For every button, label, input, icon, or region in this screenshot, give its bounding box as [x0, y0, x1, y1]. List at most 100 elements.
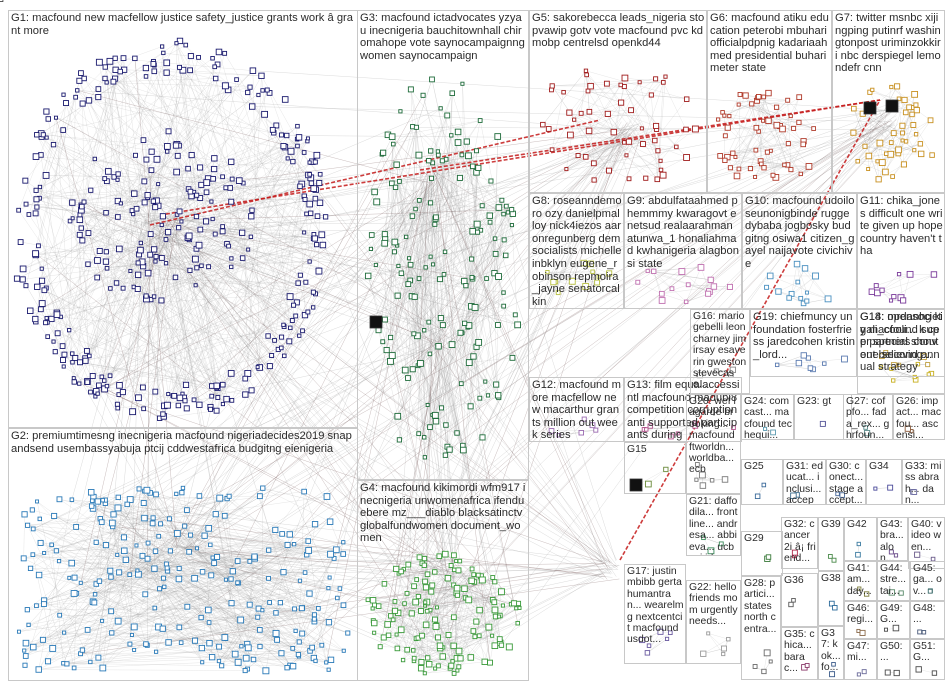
graph-node[interactable] — [644, 427, 649, 432]
graph-node[interactable] — [421, 562, 427, 568]
graph-node[interactable] — [118, 201, 123, 206]
graph-node[interactable] — [183, 405, 190, 412]
graph-node[interactable] — [795, 279, 801, 285]
graph-node[interactable] — [509, 354, 516, 361]
graph-node[interactable] — [485, 623, 493, 631]
graph-node[interactable] — [85, 261, 91, 267]
graph-node[interactable] — [868, 288, 876, 295]
graph-node[interactable] — [388, 352, 396, 360]
graph-node[interactable] — [304, 211, 309, 217]
graph-node[interactable] — [293, 313, 299, 319]
graph-node[interactable] — [153, 259, 158, 264]
graph-node[interactable] — [470, 628, 477, 634]
graph-node[interactable] — [470, 163, 476, 170]
graph-node[interactable] — [661, 80, 666, 85]
graph-node[interactable] — [40, 132, 46, 138]
graph-node[interactable] — [124, 501, 130, 508]
graph-node[interactable] — [22, 639, 30, 647]
graph-node[interactable] — [431, 411, 439, 419]
graph-node[interactable] — [584, 72, 589, 78]
graph-node[interactable] — [166, 392, 171, 397]
graph-node[interactable] — [184, 507, 190, 513]
graph-node[interactable] — [313, 151, 321, 159]
graph-node[interactable] — [255, 614, 261, 620]
graph-node[interactable] — [373, 262, 378, 267]
graph-node[interactable] — [404, 646, 410, 653]
graph-node[interactable] — [428, 148, 434, 154]
graph-node-highlighted[interactable] — [629, 478, 643, 492]
graph-node[interactable] — [653, 122, 660, 129]
graph-node[interactable] — [26, 622, 31, 628]
graph-node[interactable] — [763, 649, 771, 657]
graph-node[interactable] — [30, 643, 37, 651]
graph-node[interactable] — [459, 152, 465, 158]
graph-node[interactable] — [119, 389, 126, 396]
graph-node[interactable] — [659, 171, 667, 179]
graph-node[interactable] — [173, 530, 181, 537]
graph-node[interactable] — [391, 249, 397, 255]
graph-node[interactable] — [229, 176, 235, 182]
graph-node[interactable] — [581, 416, 587, 422]
graph-node[interactable] — [722, 133, 728, 139]
graph-node[interactable] — [295, 280, 301, 286]
graph-node[interactable] — [618, 82, 623, 88]
graph-node[interactable] — [315, 606, 321, 611]
graph-node[interactable] — [248, 387, 255, 394]
graph-node[interactable] — [203, 179, 211, 187]
graph-node[interactable] — [747, 166, 753, 172]
graph-node[interactable] — [173, 168, 180, 176]
graph-node[interactable] — [455, 567, 462, 574]
graph-node[interactable] — [50, 142, 57, 148]
graph-node[interactable] — [163, 261, 169, 266]
graph-node[interactable] — [295, 134, 303, 141]
graph-node[interactable] — [873, 283, 879, 289]
graph-node[interactable] — [100, 497, 105, 503]
graph-node[interactable] — [373, 198, 381, 206]
graph-node[interactable] — [805, 163, 813, 170]
graph-node[interactable] — [407, 261, 414, 268]
graph-node[interactable] — [114, 504, 122, 512]
graph-node[interactable] — [184, 603, 191, 610]
graph-node[interactable] — [160, 44, 165, 49]
graph-node[interactable] — [754, 493, 761, 500]
graph-node[interactable] — [64, 661, 70, 667]
graph-node[interactable] — [135, 394, 142, 402]
graph-node[interactable] — [895, 146, 902, 154]
graph-node[interactable] — [307, 172, 312, 177]
graph-node[interactable] — [765, 89, 772, 97]
graph-node[interactable] — [180, 485, 186, 491]
graph-node[interactable] — [583, 68, 589, 73]
graph-node[interactable] — [39, 636, 46, 643]
graph-node[interactable] — [102, 75, 108, 82]
graph-node[interactable] — [811, 126, 816, 131]
graph-node[interactable] — [209, 199, 214, 204]
graph-node[interactable] — [195, 546, 199, 551]
graph-node[interactable] — [736, 166, 742, 172]
graph-node[interactable] — [165, 229, 172, 236]
graph-node[interactable] — [439, 653, 446, 660]
graph-node[interactable] — [426, 158, 432, 164]
graph-node[interactable] — [208, 654, 216, 661]
graph-node[interactable] — [369, 597, 377, 604]
graph-node[interactable] — [266, 575, 271, 581]
graph-node[interactable] — [697, 264, 705, 271]
graph-node[interactable] — [44, 316, 49, 321]
graph-node[interactable] — [242, 654, 250, 662]
graph-node[interactable] — [683, 154, 690, 161]
graph-node[interactable] — [221, 634, 229, 641]
graph-node[interactable] — [111, 174, 117, 180]
graph-node[interactable] — [345, 630, 351, 636]
graph-node[interactable] — [444, 112, 451, 119]
graph-node[interactable] — [499, 197, 505, 203]
graph-node[interactable] — [828, 600, 835, 607]
graph-node[interactable] — [438, 106, 443, 111]
graph-node[interactable] — [460, 81, 465, 86]
graph-node-highlighted[interactable] — [885, 99, 899, 113]
graph-node[interactable] — [210, 175, 216, 182]
graph-node[interactable] — [96, 247, 103, 254]
graph-node[interactable] — [862, 143, 868, 149]
graph-node[interactable] — [182, 523, 188, 529]
graph-node[interactable] — [327, 575, 332, 580]
graph-node[interactable] — [109, 519, 116, 527]
graph-node[interactable] — [888, 298, 894, 303]
